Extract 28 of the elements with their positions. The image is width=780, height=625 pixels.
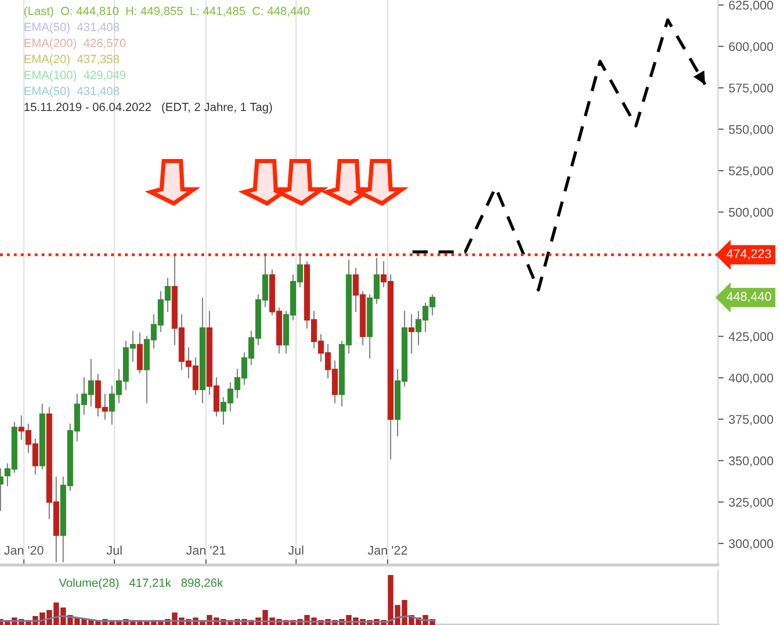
y-tick-label: 600,000 [729,42,774,53]
annotation: 15.11.2019 - 06.04.2022 (EDT, 2 Jahre, 1 Tag) [24,102,272,114]
y-tick-label: 400,000 [728,374,774,384]
y-tick-label: 550,000 [728,125,774,136]
y-tick-label: 575,000 [728,84,774,94]
annotation: (Last) O: 444,810 H: 449,855 L: 441,485 C: 448,440 [24,6,310,18]
y-tick-label: 425,000 [728,332,774,342]
annotation: EMA(200) 426,570 [24,38,126,50]
ref-line-label: 474,223 [726,249,771,260]
y-tick-label: 625,000 [729,0,774,12]
y-tick-label: 325,000 [728,498,774,508]
y-tick-label: 525,000 [728,166,774,177]
text: 448,440 [726,292,772,302]
annotation: EMA(20) 437,358 [24,54,119,66]
x-tick-label: Jan '20 [4,546,44,555]
x-tick-label: Jul [288,546,304,555]
x-tick-label: Jan '22 [368,546,407,555]
annotation: EMA(50) 431,408 [24,22,119,34]
y-tick-label: 500,000 [728,208,774,218]
y-tick-label: 300,000 [728,539,774,550]
x-tick-label: Jul [106,546,122,555]
annotation: EMA(100) 429,049 [24,70,126,82]
annotation: EMA(50) 431,408 [24,86,119,98]
x-tick-label: Jan '21 [186,546,226,555]
chart-title: Volume(28) 417,21k 898,26k [58,578,223,590]
y-tick-label: 350,000 [728,456,774,467]
candlestick [408,314,414,354]
y-tick-label: 375,000 [728,414,774,426]
